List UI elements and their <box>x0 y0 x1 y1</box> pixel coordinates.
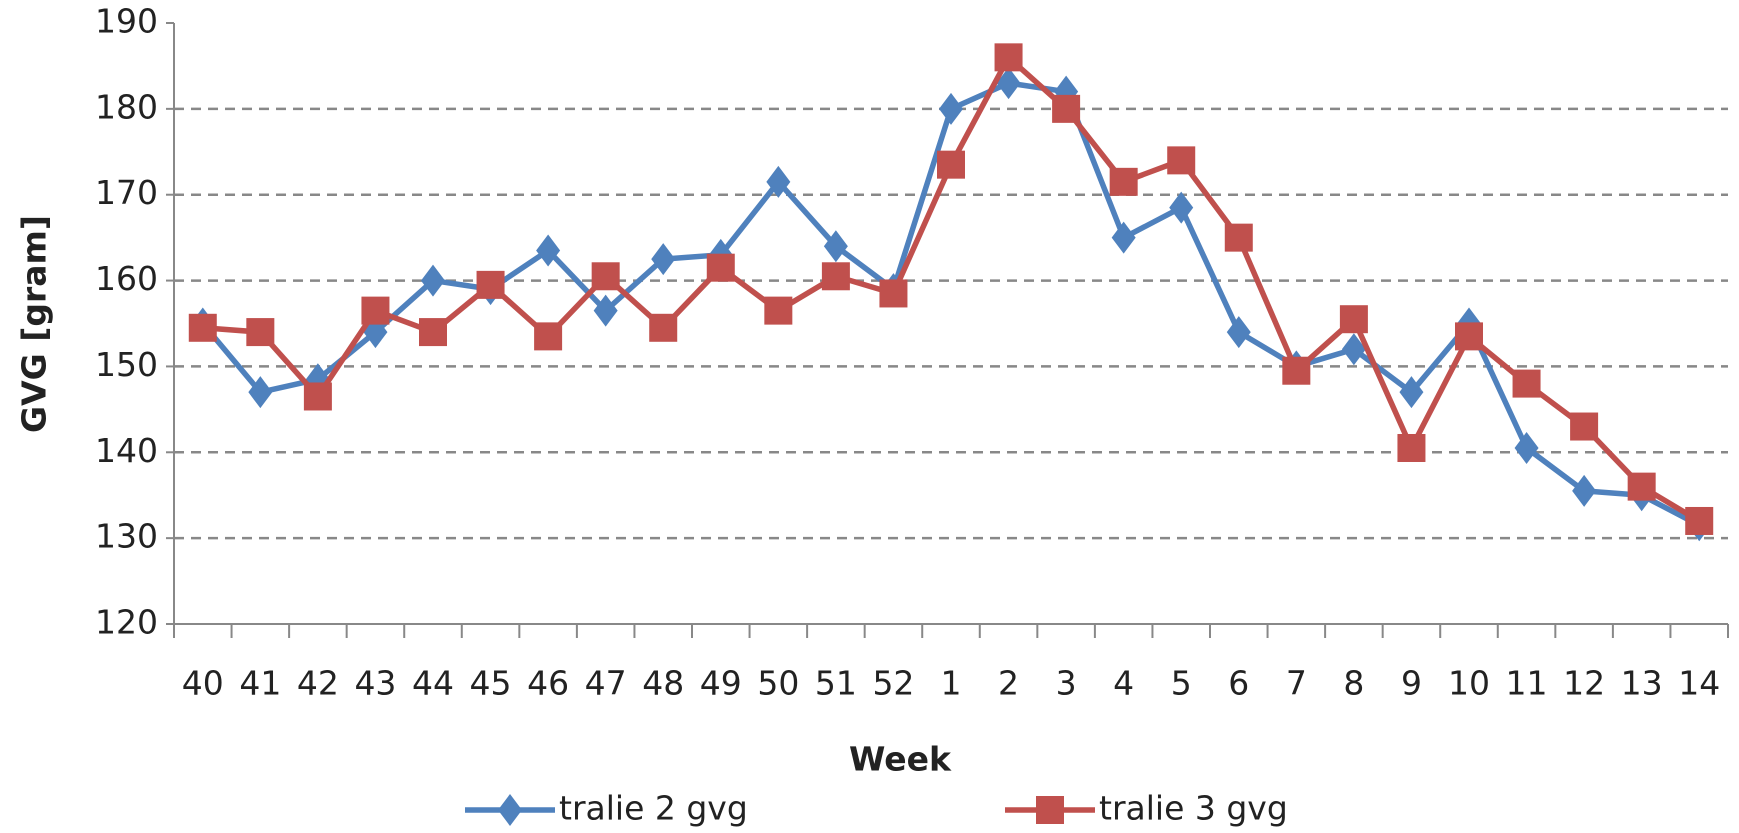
y-tick-label: 140 <box>95 431 158 470</box>
y-axis-label: GVG [gram] <box>15 215 54 433</box>
x-tick-label: 11 <box>1506 664 1548 703</box>
data-point <box>1570 412 1599 441</box>
x-tick-label: 41 <box>239 664 281 703</box>
data-point <box>764 296 793 325</box>
data-point <box>1052 94 1081 123</box>
x-tick-label: 50 <box>757 664 799 703</box>
x-tick-label: 3 <box>1056 664 1077 703</box>
data-point <box>1109 167 1138 196</box>
legend-label: tralie 2 gvg <box>559 789 748 828</box>
data-point <box>1685 506 1714 535</box>
data-point <box>1399 376 1424 409</box>
data-point <box>1455 322 1483 351</box>
data-point <box>1341 333 1366 366</box>
x-tick-label: 10 <box>1448 664 1490 703</box>
data-point <box>939 92 963 125</box>
x-tick-label: 43 <box>354 664 396 703</box>
x-tick-label: 48 <box>642 664 684 703</box>
x-tick-label: 14 <box>1678 664 1720 703</box>
data-point <box>651 243 676 276</box>
x-tick-label: 5 <box>1171 664 1192 703</box>
data-point <box>766 165 791 198</box>
data-point <box>536 234 561 267</box>
data-point <box>1339 305 1368 334</box>
data-point <box>1397 433 1426 462</box>
y-tick-label: 160 <box>95 259 158 298</box>
x-tick-label: 47 <box>585 664 627 703</box>
data-point <box>246 318 275 347</box>
y-tick-label: 130 <box>95 517 158 556</box>
data-point <box>188 313 217 342</box>
data-point <box>1224 223 1253 252</box>
data-point <box>1514 431 1539 464</box>
x-tick-label: 8 <box>1343 664 1364 703</box>
data-point <box>937 150 965 179</box>
x-tick-label: 49 <box>700 664 742 703</box>
y-tick-label: 120 <box>95 603 158 642</box>
data-point <box>591 262 620 291</box>
data-point <box>706 253 735 282</box>
data-point <box>996 67 1021 100</box>
data-point <box>534 322 563 351</box>
legend-label: tralie 3 gvg <box>1099 789 1288 828</box>
y-tick-label: 180 <box>95 87 158 126</box>
data-point <box>419 318 447 347</box>
x-tick-label: 46 <box>527 664 569 703</box>
data-point <box>1282 356 1311 385</box>
y-tick-label: 150 <box>95 345 158 384</box>
data-point <box>593 294 618 327</box>
x-axis-label: Week <box>849 740 952 779</box>
x-tick-label: 51 <box>815 664 857 703</box>
data-point <box>1167 146 1196 175</box>
data-point <box>1169 191 1194 224</box>
x-tick-label: 40 <box>182 664 224 703</box>
data-point <box>823 230 848 263</box>
data-point <box>303 382 332 411</box>
x-tick-label: 12 <box>1563 664 1605 703</box>
data-point <box>1226 316 1251 349</box>
x-tick-label: 42 <box>297 664 339 703</box>
x-tick-label: 45 <box>470 664 512 703</box>
x-tick-label: 2 <box>998 664 1019 703</box>
data-point <box>879 279 908 308</box>
x-tick-label: 1 <box>941 664 962 703</box>
series-line <box>200 80 1701 528</box>
x-tick-label: 9 <box>1401 664 1422 703</box>
data-point <box>1572 474 1597 507</box>
y-tick-label: 170 <box>95 173 158 212</box>
data-point <box>821 262 850 291</box>
data-point <box>1627 472 1656 501</box>
x-tick-label: 7 <box>1286 664 1307 703</box>
x-tick-label: 13 <box>1621 664 1663 703</box>
x-tick-label: 4 <box>1113 664 1134 703</box>
data-point <box>1111 221 1136 254</box>
y-tick-label: 190 <box>95 2 158 41</box>
data-point <box>994 43 1023 72</box>
x-tick-label: 52 <box>872 664 914 703</box>
data-point <box>649 313 678 342</box>
data-point <box>248 376 273 409</box>
data-point <box>421 264 445 297</box>
data-point <box>1512 369 1541 398</box>
legend-marker <box>1036 796 1064 824</box>
data-point <box>476 270 505 299</box>
legend-marker <box>498 794 522 826</box>
x-tick-label: 44 <box>412 664 454 703</box>
data-point <box>361 296 390 325</box>
x-tick-label: 6 <box>1228 664 1249 703</box>
